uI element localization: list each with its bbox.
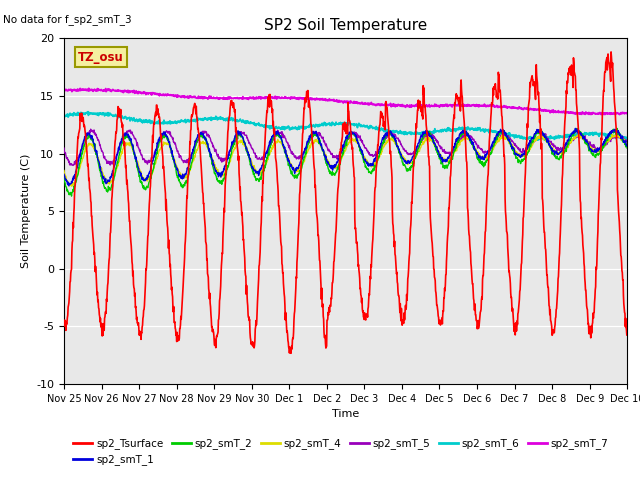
sp2_smT_2: [68, 193, 76, 199]
Text: TZ_osu: TZ_osu: [78, 51, 124, 64]
sp2_smT_7: [85, 85, 93, 91]
Line: sp2_smT_1: sp2_smT_1: [64, 128, 627, 186]
sp2_Tsurface: [623, 331, 631, 336]
sp2_smT_7: [127, 88, 134, 94]
sp2_smT_2: [127, 140, 134, 145]
sp2_smT_5: [69, 163, 77, 168]
Line: sp2_smT_7: sp2_smT_7: [64, 88, 627, 115]
sp2_smT_1: [623, 143, 631, 148]
Line: sp2_smT_6: sp2_smT_6: [64, 112, 627, 140]
sp2_smT_1: [127, 136, 134, 142]
sp2_Tsurface: [321, 333, 329, 338]
Line: sp2_Tsurface: sp2_Tsurface: [64, 52, 627, 353]
sp2_smT_2: [321, 157, 329, 163]
sp2_smT_7: [623, 110, 631, 116]
sp2_smT_5: [104, 160, 112, 166]
sp2_Tsurface: [381, 126, 388, 132]
sp2_Tsurface: [607, 49, 615, 55]
sp2_Tsurface: [104, 283, 111, 288]
sp2_Tsurface: [311, 184, 319, 190]
sp2_smT_5: [381, 136, 389, 142]
sp2_Tsurface: [60, 317, 68, 323]
sp2_smT_2: [300, 157, 307, 163]
sp2_smT_4: [381, 143, 388, 148]
sp2_smT_7: [597, 112, 605, 118]
sp2_smT_2: [623, 145, 631, 151]
sp2_smT_1: [104, 177, 112, 183]
sp2_smT_4: [68, 183, 76, 189]
sp2_smT_5: [87, 126, 95, 132]
sp2_smT_4: [127, 142, 134, 148]
Text: No data for f_sp2_smT_3: No data for f_sp2_smT_3: [3, 14, 132, 25]
sp2_smT_5: [60, 145, 68, 151]
sp2_Tsurface: [127, 234, 134, 240]
Legend: sp2_Tsurface, sp2_smT_1, sp2_smT_2, sp2_smT_4, sp2_smT_5, sp2_smT_6, sp2_smT_7: sp2_Tsurface, sp2_smT_1, sp2_smT_2, sp2_…: [69, 434, 612, 469]
sp2_smT_1: [300, 150, 307, 156]
X-axis label: Time: Time: [332, 409, 359, 419]
sp2_smT_7: [321, 97, 329, 103]
sp2_smT_6: [623, 135, 631, 141]
sp2_smT_2: [311, 132, 319, 138]
sp2_smT_5: [322, 142, 330, 148]
sp2_Tsurface: [287, 350, 295, 356]
Line: sp2_smT_5: sp2_smT_5: [64, 129, 627, 166]
sp2_smT_5: [312, 130, 319, 136]
sp2_smT_7: [311, 97, 319, 103]
sp2_smT_2: [104, 188, 112, 194]
sp2_smT_4: [321, 151, 329, 157]
sp2_smT_1: [65, 183, 73, 189]
sp2_smT_4: [60, 168, 68, 173]
sp2_smT_2: [60, 174, 68, 180]
sp2_smT_7: [60, 87, 68, 93]
sp2_smT_1: [381, 134, 388, 140]
sp2_smT_5: [127, 131, 135, 136]
sp2_smT_5: [300, 149, 308, 155]
sp2_smT_6: [381, 128, 388, 134]
Line: sp2_smT_2: sp2_smT_2: [64, 129, 627, 196]
sp2_smT_4: [300, 159, 307, 165]
sp2_smT_4: [311, 137, 319, 143]
sp2_smT_7: [104, 86, 112, 92]
sp2_smT_6: [623, 137, 630, 143]
sp2_smT_2: [613, 126, 621, 132]
sp2_smT_5: [623, 140, 631, 145]
sp2_smT_7: [300, 96, 307, 101]
Line: sp2_smT_4: sp2_smT_4: [64, 133, 627, 186]
sp2_smT_7: [381, 101, 388, 107]
sp2_smT_4: [623, 141, 631, 147]
sp2_smT_6: [127, 116, 134, 122]
sp2_smT_1: [321, 152, 329, 158]
sp2_smT_4: [612, 130, 620, 136]
sp2_smT_4: [104, 181, 112, 187]
Title: SP2 Soil Temperature: SP2 Soil Temperature: [264, 18, 428, 33]
sp2_smT_2: [381, 135, 388, 141]
sp2_smT_6: [60, 112, 68, 118]
sp2_smT_1: [311, 131, 319, 136]
sp2_smT_6: [84, 109, 92, 115]
sp2_smT_6: [321, 120, 329, 126]
sp2_smT_6: [311, 124, 319, 130]
Y-axis label: Soil Temperature (C): Soil Temperature (C): [20, 154, 31, 268]
sp2_smT_1: [60, 171, 68, 177]
sp2_smT_6: [300, 124, 307, 130]
sp2_Tsurface: [300, 119, 307, 125]
sp2_smT_6: [104, 110, 112, 116]
sp2_smT_1: [572, 125, 579, 131]
